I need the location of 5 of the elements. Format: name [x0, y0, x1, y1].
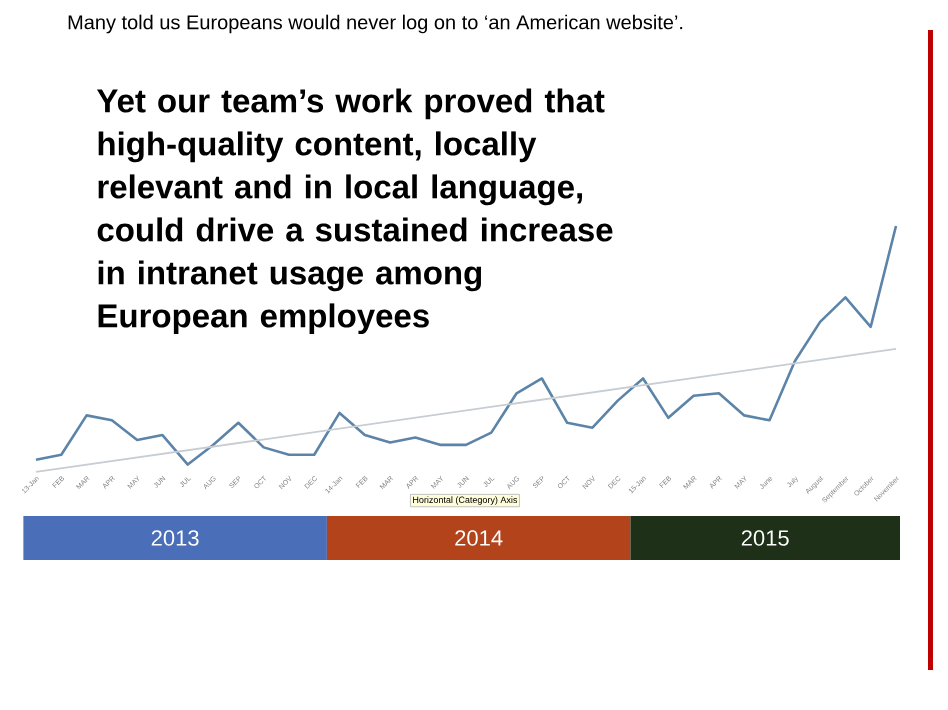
text: 2014 — [455, 530, 503, 546]
text: 2015 — [741, 530, 789, 546]
text: 2013 — [151, 530, 199, 546]
chart-subtitle: Yet our team’s work proved that high-quality content, locally relevant and in local language, could drive a sustained increase in intranet usage among European employees — [96, 88, 613, 335]
chart-title: Many told us Europeans would never log on to ‘an American website’. — [68, 14, 683, 34]
